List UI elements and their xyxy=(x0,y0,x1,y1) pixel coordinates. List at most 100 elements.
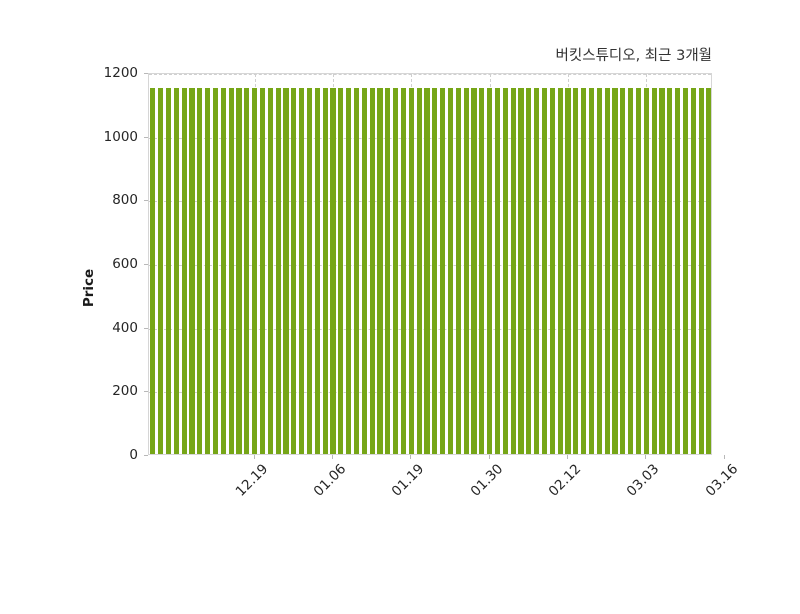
bar-series xyxy=(149,74,711,454)
x-axis-tick-label: 03.03 xyxy=(624,461,663,500)
bar xyxy=(455,87,461,454)
bar xyxy=(299,87,305,454)
x-axis-tick-label: 01.30 xyxy=(467,461,507,500)
x-axis-tick-label: 02.12 xyxy=(545,461,585,500)
x-axis-tick-mark xyxy=(723,455,725,459)
gridline-horizontal xyxy=(149,201,711,203)
bar xyxy=(502,87,508,454)
y-axis-tick-mark xyxy=(144,264,148,265)
x-axis-tick-mark xyxy=(332,455,334,459)
bar xyxy=(369,87,375,454)
bar xyxy=(361,87,367,454)
y-axis-label: Price xyxy=(81,268,98,307)
bar xyxy=(526,87,532,454)
bar xyxy=(400,87,407,454)
bar xyxy=(565,87,571,454)
y-axis-tick-label: 400 xyxy=(112,319,138,336)
bar xyxy=(181,87,187,454)
bar xyxy=(698,87,704,454)
bar xyxy=(197,87,203,454)
bar xyxy=(346,87,352,454)
bar xyxy=(424,87,430,454)
bar xyxy=(252,87,258,454)
gridline-horizontal xyxy=(149,392,711,394)
bar xyxy=(158,87,164,454)
bar xyxy=(353,87,360,454)
y-axis-tick-mark xyxy=(144,327,148,329)
bar xyxy=(275,87,281,454)
y-axis-tick-label: 1000 xyxy=(103,128,138,145)
bar xyxy=(549,87,555,454)
bar xyxy=(643,87,649,454)
bar xyxy=(447,87,454,454)
bar xyxy=(494,87,501,454)
gridline-horizontal xyxy=(149,137,711,139)
bar xyxy=(228,87,234,454)
bar xyxy=(659,87,665,454)
bar xyxy=(267,87,273,454)
bar xyxy=(393,87,399,454)
bar xyxy=(385,87,391,454)
chart-figure: 버킷스튜디오, 최근 3개월 Price 0 200 400 600 800 1000 12… xyxy=(81,48,742,500)
y-axis-tick-label: 1200 xyxy=(103,65,138,81)
bar xyxy=(471,87,477,454)
bar xyxy=(518,87,524,454)
y-axis-tick-mark xyxy=(144,73,148,74)
bar xyxy=(432,87,438,454)
bar xyxy=(322,87,328,454)
gridline-horizontal xyxy=(149,328,711,330)
gridline-horizontal xyxy=(149,265,711,266)
bar xyxy=(612,87,618,454)
bar xyxy=(667,87,673,454)
y-axis-tick-label: 800 xyxy=(112,192,138,209)
bar xyxy=(236,87,242,454)
bar xyxy=(534,87,540,454)
bar xyxy=(463,87,469,454)
bar xyxy=(635,87,642,454)
gridline-horizontal xyxy=(149,74,711,75)
bar xyxy=(189,87,195,454)
x-axis-tick-label: 12.19 xyxy=(232,461,272,500)
y-axis-tick-label: 0 xyxy=(129,447,138,463)
bar xyxy=(330,87,336,454)
bar xyxy=(283,87,289,454)
bar xyxy=(706,87,711,454)
bar xyxy=(314,87,320,454)
bar xyxy=(150,87,156,454)
bar xyxy=(581,87,587,454)
bar xyxy=(306,87,313,454)
y-axis-tick-mark xyxy=(144,455,148,456)
bar xyxy=(205,87,211,454)
bar xyxy=(573,87,579,454)
x-axis-tick-mark xyxy=(410,455,412,459)
bar xyxy=(377,87,383,454)
y-axis-tick-label: 200 xyxy=(112,383,138,400)
bar xyxy=(165,87,172,454)
bar xyxy=(604,87,610,454)
bar xyxy=(682,87,689,454)
bar xyxy=(479,87,485,454)
plot-area xyxy=(148,73,712,455)
bar xyxy=(557,87,563,454)
bar xyxy=(212,87,219,454)
bar xyxy=(487,87,493,454)
x-axis-tick-label: 01.19 xyxy=(389,461,428,500)
bar xyxy=(408,87,414,454)
bar xyxy=(541,87,548,454)
bar xyxy=(596,87,602,454)
bar xyxy=(628,87,634,454)
bar xyxy=(416,87,422,454)
bar xyxy=(651,87,657,454)
y-axis-tick-mark xyxy=(144,136,148,138)
x-axis-tick-label: 03.16 xyxy=(702,461,742,500)
bar xyxy=(173,87,179,454)
x-axis-tick-mark xyxy=(488,455,490,459)
y-axis-tick-mark xyxy=(144,391,148,393)
x-axis-tick-label: 01.06 xyxy=(310,461,350,500)
chart-title: 버킷스튜디오, 최근 3개월 xyxy=(555,48,712,64)
y-axis-tick-label: 600 xyxy=(112,256,138,272)
bar xyxy=(690,87,696,454)
bar xyxy=(620,87,626,454)
bar xyxy=(440,87,446,454)
bar xyxy=(675,87,681,454)
